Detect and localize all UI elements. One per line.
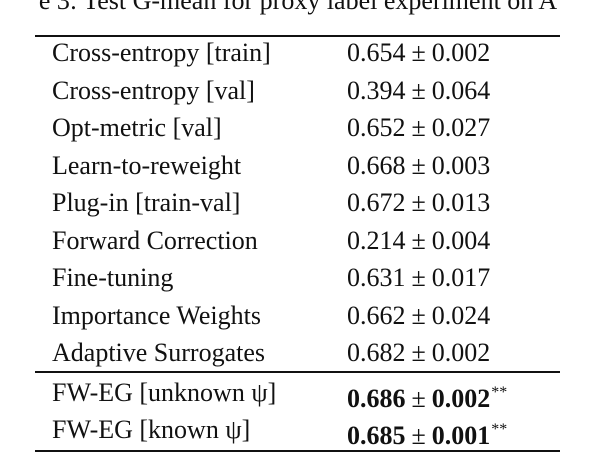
std: 0.024 [431, 301, 491, 330]
std: 0.002 [431, 38, 491, 67]
value-cell: 0.394 ±0.064 [347, 76, 490, 106]
mean: 0.631 [347, 263, 406, 292]
bottom-rule [35, 450, 560, 452]
method-cell: Importance Weights [52, 301, 261, 330]
method-cell: Fine-tuning [52, 263, 174, 292]
method-cell: Forward Correction [52, 226, 258, 255]
mean: 0.668 [347, 151, 406, 180]
plus-minus: ± [411, 226, 426, 255]
value-cell: 0.662 ±0.024 [347, 301, 490, 331]
value-cell: 0.682 ±0.002 [347, 338, 490, 368]
plus-minus: ± [411, 151, 426, 180]
mean: 0.686 [347, 384, 406, 413]
plus-minus: ± [411, 384, 426, 413]
method-cell: FW-EG [known ψ] [52, 415, 251, 444]
plus-minus: ± [411, 38, 426, 67]
std: 0.001 [431, 421, 491, 450]
method-cell: Cross-entropy [val] [52, 76, 255, 105]
method-cell: Learn-to-reweight [52, 151, 242, 180]
value-cell: 0.668 ±0.003 [347, 151, 490, 181]
mean: 0.654 [347, 38, 406, 67]
mean: 0.682 [347, 338, 406, 367]
mean: 0.214 [347, 226, 406, 255]
plus-minus: ± [411, 76, 426, 105]
value-cell: 0.685 ±0.001** [347, 415, 507, 451]
plus-minus: ± [411, 188, 426, 217]
value-cell: 0.652 ±0.027 [347, 113, 490, 143]
significance-marker: ** [491, 421, 508, 438]
method-cell: Adaptive Surrogates [52, 338, 266, 367]
table-caption: e 3: Test G-mean for proxy label experim… [38, 0, 558, 15]
method-cell: Plug-in [train-val] [52, 188, 241, 217]
std: 0.002 [431, 384, 491, 413]
significance-marker: ** [491, 384, 508, 401]
plus-minus: ± [411, 338, 426, 367]
std: 0.013 [431, 188, 491, 217]
mid-rule [35, 371, 560, 373]
value-cell: 0.654 ±0.002 [347, 38, 490, 68]
mean: 0.685 [347, 421, 406, 450]
plus-minus: ± [411, 301, 426, 330]
method-cell: Cross-entropy [train] [52, 38, 271, 67]
mean: 0.672 [347, 188, 406, 217]
value-cell: 0.686 ±0.002** [347, 378, 507, 414]
plus-minus: ± [411, 263, 426, 292]
method-cell: Opt-metric [val] [52, 113, 222, 142]
std: 0.002 [431, 338, 491, 367]
value-cell: 0.214 ±0.004 [347, 226, 490, 256]
value-cell: 0.672 ±0.013 [347, 188, 490, 218]
std: 0.027 [431, 113, 491, 142]
method-cell: FW-EG [unknown ψ] [52, 378, 277, 407]
std: 0.003 [431, 151, 491, 180]
mean: 0.662 [347, 301, 406, 330]
mean: 0.394 [347, 76, 406, 105]
std: 0.064 [431, 76, 491, 105]
plus-minus: ± [411, 113, 426, 142]
top-rule [35, 35, 560, 37]
plus-minus: ± [411, 421, 426, 450]
std: 0.004 [431, 226, 491, 255]
value-cell: 0.631 ±0.017 [347, 263, 490, 293]
mean: 0.652 [347, 113, 406, 142]
std: 0.017 [431, 263, 491, 292]
